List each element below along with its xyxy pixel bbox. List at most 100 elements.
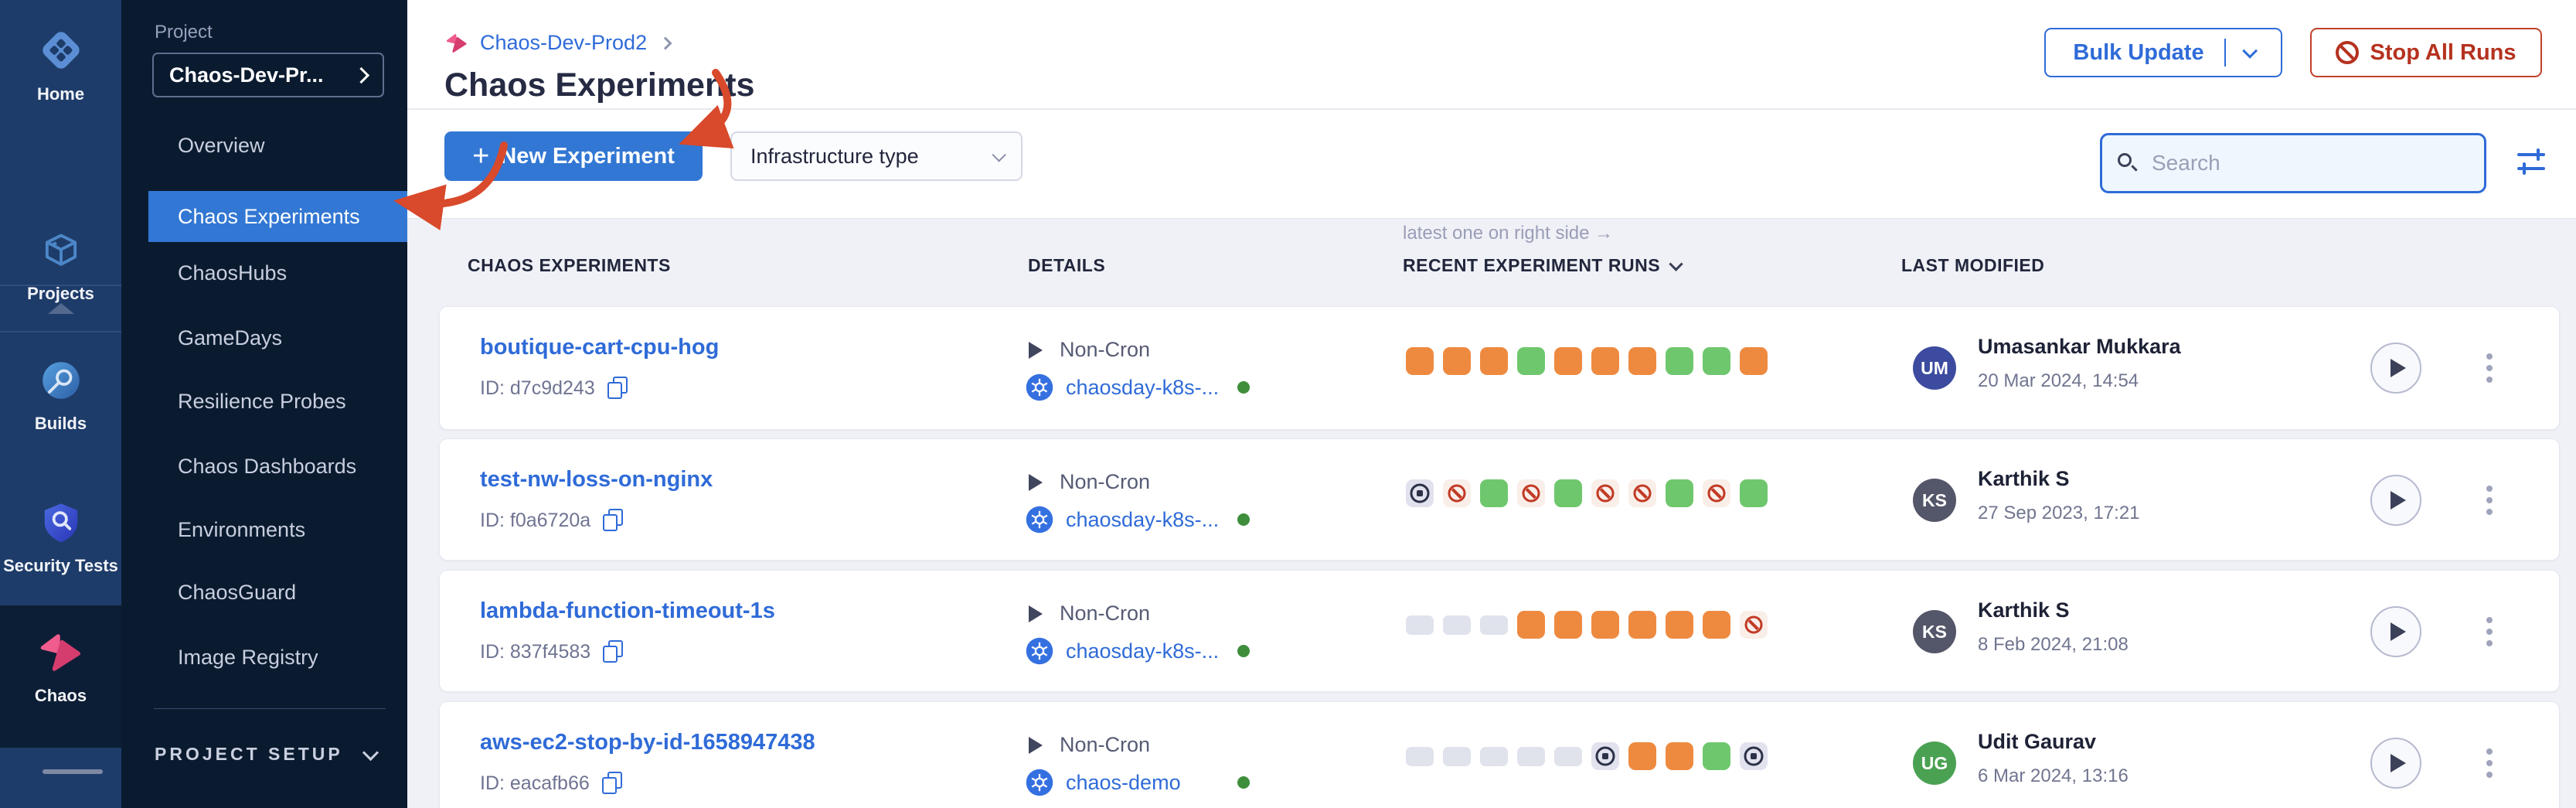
sidebar-item-environments[interactable]: Environments [178, 518, 306, 541]
run-indicator-ban[interactable] [1740, 611, 1768, 639]
rail-item-builds[interactable]: Builds [0, 357, 121, 434]
breadcrumb-project-link[interactable]: Chaos-Dev-Prod2 [480, 31, 648, 54]
sidebar-item-resilience-probes[interactable]: Resilience Probes [178, 390, 346, 413]
run-experiment-button[interactable] [2370, 606, 2421, 657]
infrastructure-type-select[interactable]: Infrastructure type [730, 131, 1023, 181]
infrastructure-link[interactable]: chaosday-k8s-... [1066, 375, 1220, 399]
run-indicator-empty[interactable] [1480, 615, 1508, 635]
copy-icon[interactable] [601, 640, 624, 663]
run-indicator-green[interactable] [1517, 347, 1545, 375]
infrastructure: chaos-demo [1026, 769, 1181, 796]
run-indicator-empty[interactable] [1517, 746, 1545, 766]
chaos-module-icon [446, 33, 467, 53]
chevron-down-icon[interactable] [2241, 43, 2258, 59]
run-indicator-orange[interactable] [1554, 611, 1582, 639]
filter-icon[interactable] [2516, 145, 2547, 179]
sidebar-item-image-registry[interactable]: Image Registry [178, 646, 318, 669]
run-indicator-orange[interactable] [1517, 611, 1545, 639]
infrastructure-link[interactable]: chaosday-k8s-... [1066, 639, 1220, 663]
experiment-name-link[interactable]: aws-ec2-stop-by-id-1658947438 [480, 730, 815, 755]
run-indicator-stop[interactable] [1591, 742, 1619, 770]
modified-by-user: Karthik S [1978, 598, 2070, 622]
run-indicator-ban[interactable] [1517, 479, 1545, 507]
copy-icon[interactable] [606, 377, 628, 400]
experiment-name-link[interactable]: test-nw-loss-on-nginx [480, 467, 713, 492]
column-header-details: DETAILS [1028, 255, 1106, 275]
schedule-type: Non-Cron [1029, 470, 1150, 494]
experiment-name-link[interactable]: lambda-function-timeout-1s [480, 598, 775, 623]
row-menu-button[interactable] [2486, 353, 2494, 388]
run-indicator-green[interactable] [1703, 347, 1730, 375]
search-input[interactable] [2150, 150, 2470, 176]
run-indicator-orange[interactable] [1628, 611, 1656, 639]
rail-divider-bottom [0, 331, 121, 332]
sort-chevron-icon [1669, 257, 1683, 271]
run-indicator-ban[interactable] [1591, 479, 1619, 507]
run-indicator-empty[interactable] [1443, 746, 1471, 766]
sidebar-item-overview[interactable]: Overview [178, 134, 265, 157]
run-experiment-button[interactable] [2370, 475, 2421, 526]
row-menu-button[interactable] [2486, 486, 2494, 520]
sidebar-item-chaoshubs[interactable]: ChaosHubs [178, 261, 288, 285]
infrastructure-link[interactable]: chaosday-k8s-... [1066, 507, 1220, 531]
run-indicator-orange[interactable] [1740, 347, 1768, 375]
sidebar-item-chaos-dashboards[interactable]: Chaos Dashboards [178, 455, 357, 478]
infrastructure-link[interactable]: chaos-demo [1066, 770, 1181, 794]
run-indicator-empty[interactable] [1406, 746, 1434, 766]
run-indicator-orange[interactable] [1480, 347, 1508, 375]
rail-item-projects[interactable]: Projects [0, 229, 121, 304]
rail-resize-handle[interactable] [43, 769, 103, 774]
run-indicator-green[interactable] [1666, 479, 1693, 507]
run-indicator-orange[interactable] [1443, 347, 1471, 375]
run-indicator-orange[interactable] [1554, 347, 1582, 375]
run-indicator-orange[interactable] [1406, 347, 1434, 375]
chaos-icon [40, 634, 80, 671]
copy-icon[interactable] [601, 772, 622, 795]
sidebar-item-chaos-experiments[interactable]: Chaos Experiments [148, 191, 407, 242]
table-row: test-nw-loss-on-nginx ID: f0a6720a Non-Cro… [439, 438, 2560, 561]
new-experiment-button[interactable]: New Experiment [444, 131, 703, 181]
run-indicator-empty[interactable] [1554, 746, 1582, 766]
kubernetes-icon [1026, 506, 1053, 534]
run-indicator-empty[interactable] [1443, 615, 1471, 635]
run-indicator-empty[interactable] [1480, 746, 1508, 766]
run-indicator-stop[interactable] [1740, 742, 1768, 770]
run-indicator-green[interactable] [1666, 347, 1693, 375]
builds-icon [42, 362, 80, 399]
runs-order-note: latest one on right side → [1403, 223, 1614, 244]
run-indicator-orange[interactable] [1591, 611, 1619, 639]
run-indicator-orange[interactable] [1628, 347, 1656, 375]
run-indicator-orange[interactable] [1666, 611, 1693, 639]
rail-item-chaos[interactable]: Chaos [0, 629, 121, 706]
run-indicator-green[interactable] [1554, 479, 1582, 507]
run-experiment-button[interactable] [2370, 738, 2421, 789]
run-indicator-orange[interactable] [1703, 611, 1730, 639]
run-indicator-ban[interactable] [1703, 479, 1730, 507]
run-indicator-green[interactable] [1740, 479, 1768, 507]
stop-all-runs-button[interactable]: Stop All Runs [2310, 28, 2542, 77]
cron-type-icon [1029, 341, 1043, 359]
avatar: KS [1913, 479, 1956, 522]
cron-type-icon [1029, 605, 1043, 622]
row-menu-button[interactable] [2486, 748, 2494, 783]
rail-item-security-tests[interactable]: Security Tests [0, 498, 121, 576]
sidebar-item-gamedays[interactable]: GameDays [178, 326, 283, 349]
run-indicator-orange[interactable] [1628, 742, 1656, 770]
project-selector[interactable]: Chaos-Dev-Pr... [152, 53, 384, 97]
run-indicator-stop[interactable] [1406, 479, 1434, 507]
row-menu-button[interactable] [2486, 617, 2494, 652]
experiment-name-link[interactable]: boutique-cart-cpu-hog [480, 335, 720, 360]
run-indicator-green[interactable] [1480, 479, 1508, 507]
column-header-recent-runs[interactable]: RECENT EXPERIMENT RUNS [1403, 255, 1683, 276]
copy-icon[interactable] [601, 509, 624, 532]
run-experiment-button[interactable] [2370, 343, 2421, 394]
rail-item-home[interactable]: Home [0, 26, 121, 104]
sidebar-item-chaosguard[interactable]: ChaosGuard [178, 581, 297, 604]
run-indicator-ban[interactable] [1443, 479, 1471, 507]
run-indicator-orange[interactable] [1666, 742, 1693, 770]
run-indicator-ban[interactable] [1628, 479, 1656, 507]
run-indicator-orange[interactable] [1591, 347, 1619, 375]
run-indicator-green[interactable] [1703, 742, 1730, 770]
run-indicator-empty[interactable] [1406, 615, 1434, 635]
bulk-update-button[interactable]: Bulk Update [2044, 28, 2282, 77]
